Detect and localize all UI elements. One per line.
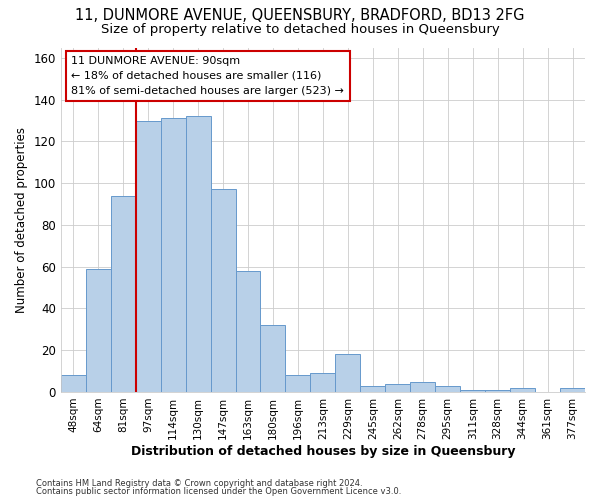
Bar	[385, 384, 410, 392]
Bar	[510, 388, 535, 392]
Bar	[361, 386, 385, 392]
Bar	[211, 190, 236, 392]
Text: Contains HM Land Registry data © Crown copyright and database right 2024.: Contains HM Land Registry data © Crown c…	[36, 478, 362, 488]
Bar	[111, 196, 136, 392]
Bar	[560, 388, 585, 392]
X-axis label: Distribution of detached houses by size in Queensbury: Distribution of detached houses by size …	[131, 444, 515, 458]
Bar	[485, 390, 510, 392]
Text: 11 DUNMORE AVENUE: 90sqm
← 18% of detached houses are smaller (116)
81% of semi-: 11 DUNMORE AVENUE: 90sqm ← 18% of detach…	[71, 56, 344, 96]
Bar	[410, 382, 435, 392]
Bar	[86, 269, 111, 392]
Text: Contains public sector information licensed under the Open Government Licence v3: Contains public sector information licen…	[36, 487, 401, 496]
Bar	[335, 354, 361, 392]
Bar	[61, 376, 86, 392]
Bar	[310, 373, 335, 392]
Bar	[236, 271, 260, 392]
Text: Size of property relative to detached houses in Queensbury: Size of property relative to detached ho…	[101, 22, 499, 36]
Text: 11, DUNMORE AVENUE, QUEENSBURY, BRADFORD, BD13 2FG: 11, DUNMORE AVENUE, QUEENSBURY, BRADFORD…	[75, 8, 525, 22]
Bar	[161, 118, 185, 392]
Bar	[185, 116, 211, 392]
Bar	[286, 376, 310, 392]
Bar	[260, 325, 286, 392]
Y-axis label: Number of detached properties: Number of detached properties	[15, 126, 28, 312]
Bar	[136, 120, 161, 392]
Bar	[460, 390, 485, 392]
Bar	[435, 386, 460, 392]
